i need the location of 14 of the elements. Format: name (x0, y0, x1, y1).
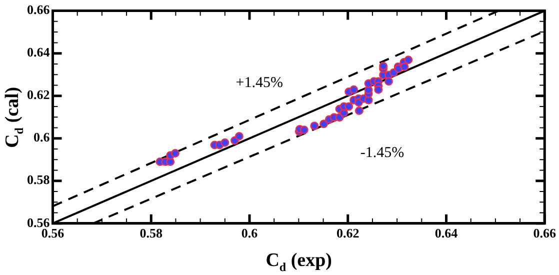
x-tick-label: 0.66 (533, 226, 556, 241)
y-tick-label: 0.56 (27, 214, 50, 230)
y-tick-label: 0.64 (27, 44, 50, 60)
x-tick-label: 0.58 (140, 226, 163, 241)
y-tick-label: 0.66 (27, 2, 50, 18)
y-tick-label: 0.62 (27, 87, 50, 102)
annotation: -1.45% (360, 145, 404, 162)
x-tick-label: 0.62 (336, 226, 360, 241)
x-axis-title: C$_{d}$ (exp) (266, 250, 332, 275)
y-tick-label: 0.58 (27, 172, 50, 188)
x-tick-label: 0.6 (241, 226, 258, 241)
y-tick-label: 0.6 (34, 130, 50, 145)
x-tick-label: 0.64 (434, 226, 458, 241)
annotation: +1.45% (236, 75, 283, 92)
